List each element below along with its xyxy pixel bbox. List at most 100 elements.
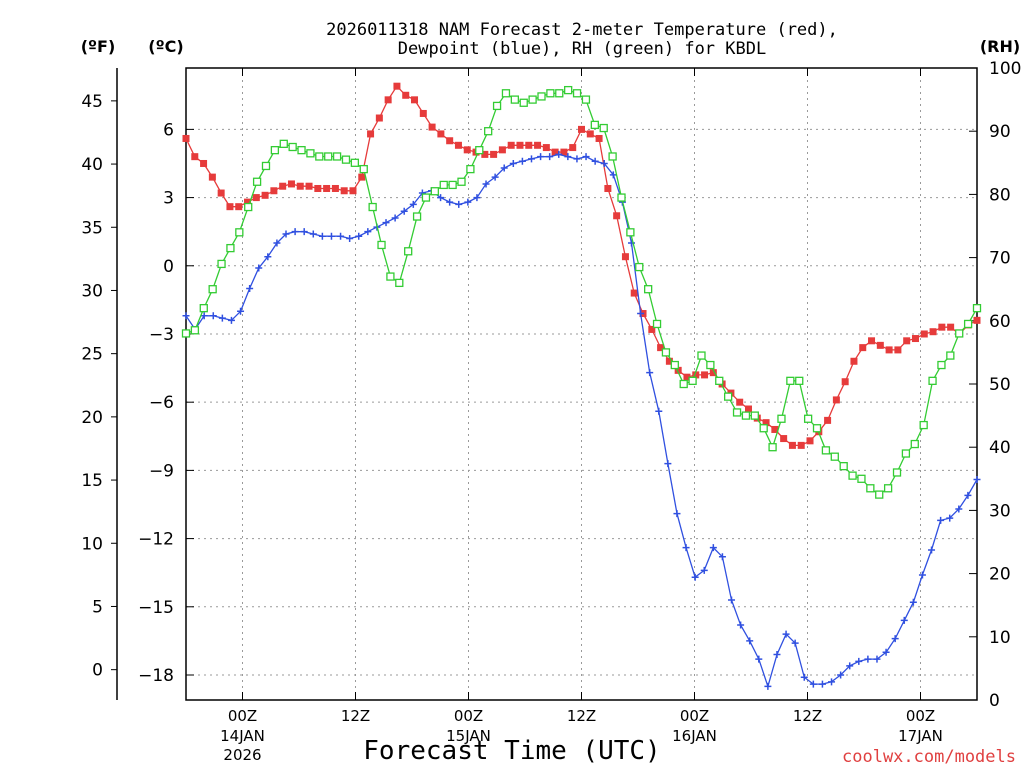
x-tick-label: 00Z	[680, 707, 709, 725]
rh-point	[297, 146, 306, 155]
dewpoint-point	[909, 598, 917, 606]
rh-point	[963, 319, 973, 329]
temperature-point	[437, 130, 445, 138]
x-tick-date: 14JAN	[220, 727, 265, 745]
rh-point	[235, 228, 244, 237]
temperature-point	[938, 323, 946, 331]
dewpoint-point	[918, 571, 926, 579]
rh-point	[581, 95, 591, 104]
dewpoint-point	[718, 553, 726, 561]
temperature-point	[613, 212, 621, 220]
x-tick-label: 12Z	[341, 707, 370, 725]
rh-point	[368, 202, 377, 212]
rh-point	[635, 262, 644, 272]
dewpoint-point	[182, 312, 190, 320]
dewpoint-point	[737, 621, 745, 629]
rh-point	[821, 446, 831, 455]
rh-point	[217, 259, 226, 269]
temperature-point	[885, 346, 893, 354]
rh-point	[759, 424, 768, 433]
rh-point	[830, 452, 839, 461]
temperature-point	[490, 150, 498, 158]
rh-point	[324, 152, 333, 161]
rh-point	[901, 449, 911, 458]
rh-point	[732, 408, 742, 417]
rh-point	[208, 285, 217, 294]
rh-tick-label: 0	[989, 691, 1000, 711]
temperature-point	[208, 173, 216, 181]
dewpoint-point	[482, 180, 490, 188]
rh-point	[857, 474, 866, 483]
dewpoint-point	[973, 475, 981, 483]
dewpoint-point	[646, 369, 654, 377]
temperature-point	[463, 146, 471, 154]
temperature-point	[235, 203, 243, 211]
chart-title-line1: 2026011318 NAM Forecast 2-meter Temperat…	[326, 20, 838, 40]
rh-point	[537, 92, 546, 101]
dewpoint-point	[709, 544, 717, 552]
temperature-point	[393, 82, 401, 90]
dewpoint-point	[382, 219, 390, 227]
rh-tick-label: 50	[989, 375, 1011, 395]
dewpoint-point	[264, 253, 272, 261]
rh-point	[448, 180, 457, 190]
rh-point	[608, 152, 617, 161]
rh-point	[492, 101, 502, 111]
rh-point	[617, 193, 626, 202]
dewpoint-point	[518, 157, 526, 165]
celsius-tick-label: −3	[149, 325, 174, 345]
dewpoint-point	[728, 596, 736, 604]
temperature-point	[384, 96, 392, 104]
celsius-tick-label: 3	[163, 189, 174, 209]
celsius-tick-label: −15	[138, 598, 174, 618]
fahrenheit-tick-label: 0	[92, 661, 103, 681]
rh-point	[652, 319, 662, 329]
dewpoint-point	[527, 155, 535, 163]
rh-point	[750, 411, 759, 420]
celsius-tick-label: −18	[138, 666, 174, 686]
rh-point	[803, 414, 813, 423]
temperature-point	[516, 141, 524, 149]
dewpoint-point	[300, 228, 308, 236]
temperature-point	[586, 130, 594, 138]
temperature-point	[947, 323, 955, 331]
dewpoint-point	[755, 655, 763, 663]
temperature-point	[709, 369, 717, 377]
rh-point	[972, 304, 982, 313]
rh-point	[377, 240, 386, 250]
x-tick-year: 2026	[223, 746, 261, 764]
dewpoint-point	[400, 207, 408, 215]
dewpoint-point	[364, 228, 372, 236]
rh-point	[199, 304, 208, 313]
rh-point	[892, 468, 902, 477]
series-dewpoint	[182, 150, 981, 690]
fahrenheit-tick-label: 5	[92, 597, 103, 617]
temperature-point	[331, 184, 339, 192]
rh-tick-label: 80	[989, 185, 1011, 205]
unit-label-rh: (RH)	[980, 37, 1020, 56]
temperature-point	[252, 194, 260, 202]
series-layer	[181, 82, 982, 690]
temperature-point	[648, 325, 656, 333]
dewpoint-point	[227, 316, 235, 324]
temperature-point	[692, 371, 700, 379]
temperature-point	[411, 96, 419, 104]
unit-label-celsius: (ºC)	[148, 37, 183, 56]
dewpoint-point	[837, 671, 845, 679]
dewpoint-point	[782, 630, 790, 638]
rh-point	[439, 180, 448, 190]
dewpoint-point	[555, 150, 563, 158]
temperature-point	[894, 346, 902, 354]
temperature-point	[674, 366, 682, 374]
dewpoint-point	[409, 200, 417, 208]
dewpoint-point	[437, 194, 445, 202]
temperature-point	[903, 337, 911, 345]
unit-label-fahrenheit: (ºF)	[81, 37, 116, 56]
dewpoint-point	[637, 310, 645, 318]
temperature-point	[850, 357, 858, 365]
temperature-point	[780, 435, 788, 443]
dewpoint-point	[946, 514, 954, 522]
rh-tick-label: 30	[989, 501, 1011, 521]
dewpoint-point	[473, 194, 481, 202]
fahrenheit-tick-label: 15	[81, 471, 103, 491]
